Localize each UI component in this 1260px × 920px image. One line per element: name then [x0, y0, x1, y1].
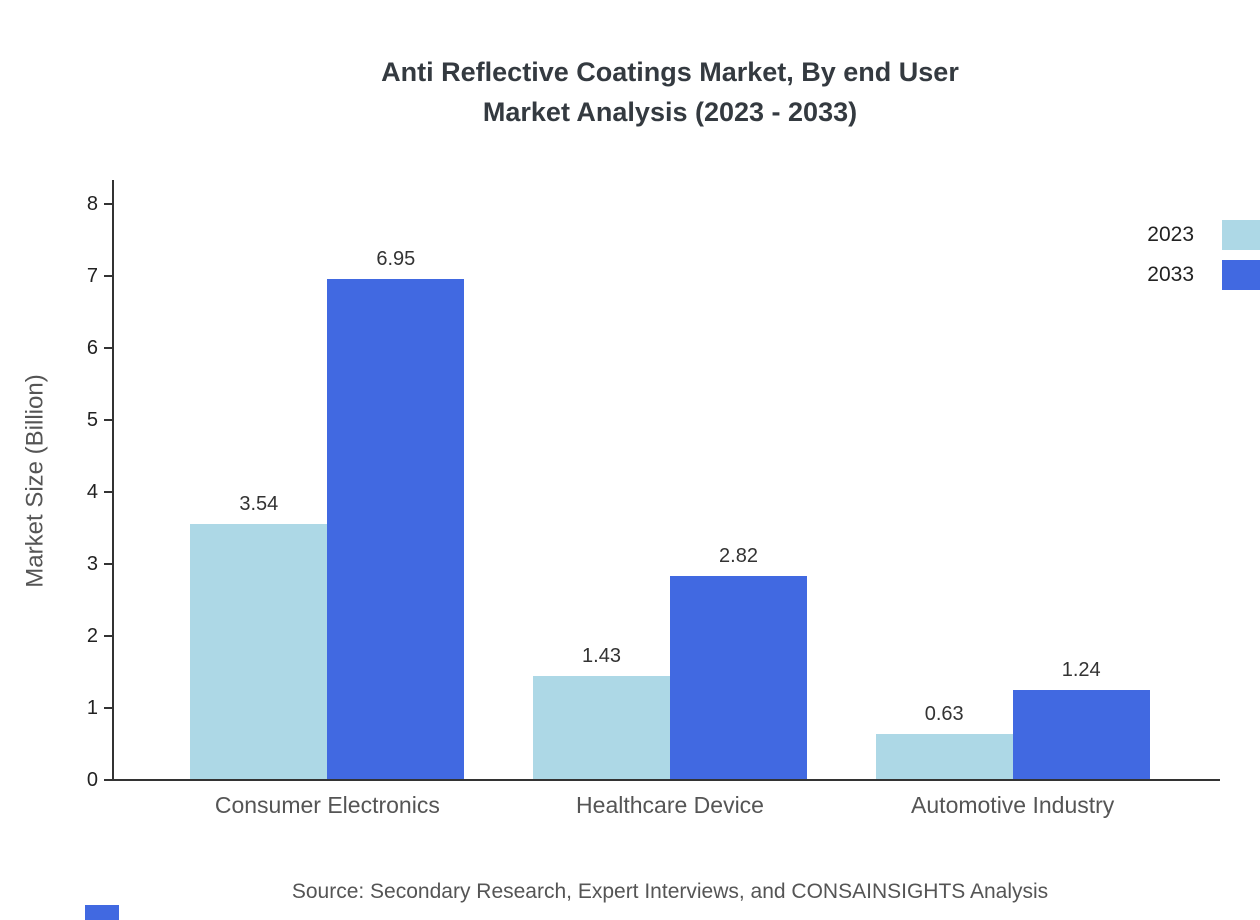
brand-mark [85, 905, 119, 920]
y-tick-mark [104, 707, 112, 709]
legend-row: 2033 [1147, 260, 1260, 290]
y-tick-label: 4 [86, 481, 98, 503]
y-tick-mark [104, 779, 112, 781]
chart-title: Anti Reflective Coatings Market, By end … [80, 52, 1260, 132]
y-axis-line [112, 180, 114, 781]
bar-value-label: 3.54 [239, 493, 279, 516]
x-axis-line [112, 779, 1220, 781]
legend-label: 2033 [1147, 263, 1194, 286]
y-tick-mark [104, 275, 112, 277]
y-axis-title-wrap: Market Size (Billion) [14, 180, 58, 781]
x-axis-category-labels: Consumer Electronics Healthcare Device Aut… [156, 792, 1184, 819]
plot-area: 0 1 2 3 4 5 6 7 8 3.54 6.95 1.43 2.82 0.63 1.24 [87, 180, 1220, 790]
y-tick-mark [104, 563, 112, 565]
bar-2033 [327, 278, 465, 779]
bar-2023 [533, 676, 670, 779]
bar-group: 0.63 1.24 [841, 180, 1184, 779]
chart-title-line1: Anti Reflective Coatings Market, By end … [381, 57, 959, 87]
y-tick-label: 5 [86, 409, 98, 431]
bar-value-label: 2.82 [719, 544, 758, 567]
y-tick-label: 7 [86, 265, 98, 287]
y-tick-mark [104, 491, 112, 493]
y-tick-label: 0 [86, 769, 98, 791]
x-category-label: Healthcare Device [576, 792, 764, 818]
bar-value-label: 1.24 [1061, 658, 1101, 681]
bar-2023 [875, 733, 1013, 779]
chart-title-line2: Market Analysis (2023 - 2033) [482, 97, 858, 127]
legend-row: 2023 [1147, 220, 1260, 250]
bar-wrap: 0.63 [875, 702, 1013, 779]
legend-label: 2023 [1147, 223, 1194, 246]
y-tick-mark [104, 419, 112, 421]
bar-wrap: 1.43 [533, 645, 670, 779]
bar-groups: 3.54 6.95 1.43 2.82 0.63 1.24 [156, 180, 1184, 779]
bar-group: 1.43 2.82 [499, 180, 842, 779]
bar-2023 [190, 524, 328, 779]
bar-wrap: 3.54 [190, 493, 328, 779]
x-category-label: Automotive Industry [911, 792, 1115, 818]
legend-swatch [1222, 220, 1260, 250]
y-tick-label: 6 [86, 337, 98, 359]
y-tick-label: 3 [86, 553, 98, 575]
bar-value-label: 1.43 [582, 645, 621, 668]
legend: 2023 2033 [1147, 220, 1260, 290]
bar-value-label: 6.95 [376, 247, 416, 270]
y-axis-title: Market Size (Billion) [22, 373, 50, 588]
bar-wrap: 2.82 [670, 545, 807, 779]
bar-value-label: 0.63 [924, 702, 964, 725]
bar-2033 [670, 575, 807, 779]
source-note: Source: Secondary Research, Expert Inter… [291, 880, 1049, 903]
bar-group: 3.54 6.95 [156, 180, 499, 779]
bar-wrap: 1.24 [1012, 658, 1150, 779]
x-category-label: Consumer Electronics [214, 792, 440, 818]
y-tick-mark [104, 635, 112, 637]
y-tick-label: 1 [86, 697, 98, 719]
bar-wrap: 6.95 [327, 247, 465, 779]
y-tick-mark [104, 347, 112, 349]
y-tick-label: 8 [86, 193, 98, 215]
y-tick-mark [104, 203, 112, 205]
legend-swatch [1222, 260, 1260, 290]
y-tick-label: 2 [86, 625, 98, 647]
bar-2033 [1012, 689, 1150, 779]
